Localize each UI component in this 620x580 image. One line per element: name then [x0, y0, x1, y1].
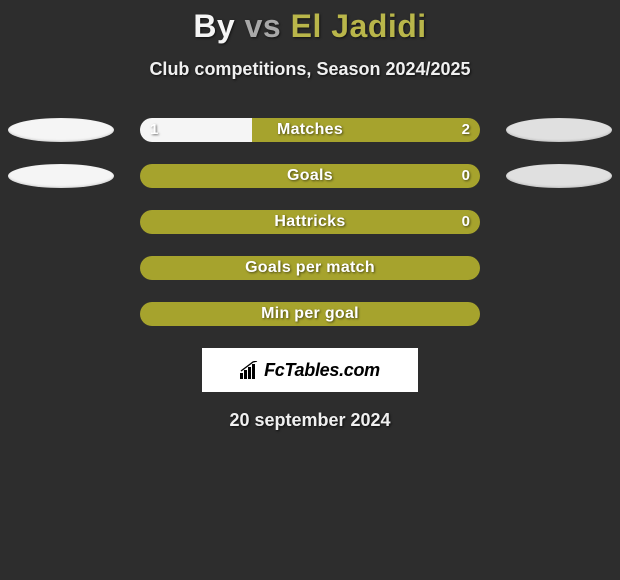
stat-row: 0Hattricks — [0, 210, 620, 234]
subtitle: Club competitions, Season 2024/2025 — [0, 59, 620, 80]
title-vs: vs — [245, 8, 282, 44]
stat-label: Goals — [140, 164, 480, 188]
player-oval-left — [8, 118, 114, 142]
stat-row: 0Goals — [0, 164, 620, 188]
stat-bar: Goals per match — [140, 256, 480, 280]
page-title: By vs El Jadidi — [0, 0, 620, 45]
brand-text: FcTables.com — [264, 360, 380, 381]
player-oval-right — [506, 118, 612, 142]
stat-row: 12Matches — [0, 118, 620, 142]
stat-row: Goals per match — [0, 256, 620, 280]
stat-row: Min per goal — [0, 302, 620, 326]
player-oval-left — [8, 164, 114, 188]
title-player-right: El Jadidi — [291, 8, 427, 44]
brand-box: FcTables.com — [202, 348, 418, 392]
player-oval-right — [506, 164, 612, 188]
title-player-left: By — [193, 8, 235, 44]
stat-label: Goals per match — [140, 256, 480, 280]
stat-label: Min per goal — [140, 302, 480, 326]
date-line: 20 september 2024 — [0, 410, 620, 431]
brand-chart-icon — [240, 361, 262, 379]
stat-bar: 0Hattricks — [140, 210, 480, 234]
stats-area: 12Matches 0Goals 0Hattricks Goals per match… — [0, 118, 620, 326]
stat-bar: 12Matches — [140, 118, 480, 142]
stat-bar: 0Goals — [140, 164, 480, 188]
stat-label: Matches — [140, 118, 480, 142]
stat-label: Hattricks — [140, 210, 480, 234]
stat-bar: Min per goal — [140, 302, 480, 326]
